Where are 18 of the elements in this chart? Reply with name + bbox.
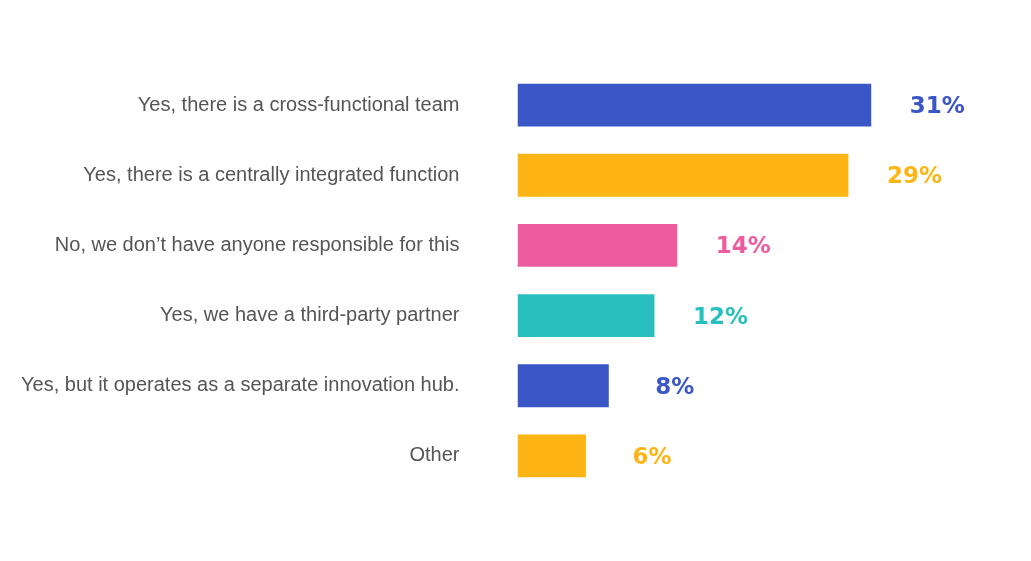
y-tick-label: Other <box>409 443 460 466</box>
bar <box>517 294 655 337</box>
data-label: 14% <box>715 232 771 259</box>
bar <box>517 434 586 478</box>
y-tick-label: Yes, but it operates as a separate innovation hub. <box>21 373 460 396</box>
bar <box>517 83 872 127</box>
y-tick-label: Yes, we have a third-party partner <box>160 303 460 326</box>
y-tick-label: Yes, there is a centrally integrated function <box>83 162 460 185</box>
y-tick-label: No, we don’t have anyone responsible for this <box>54 232 460 255</box>
data-label: 8% <box>655 372 695 399</box>
data-label: 6% <box>632 442 672 469</box>
bar <box>517 224 678 267</box>
data-label: 12% <box>692 302 748 329</box>
y-tick-label: Yes, there is a cross-functional team <box>137 92 460 115</box>
data-label: 29% <box>886 162 942 189</box>
bar <box>517 153 849 197</box>
data-label: 31% <box>909 92 965 119</box>
bar <box>517 364 609 408</box>
